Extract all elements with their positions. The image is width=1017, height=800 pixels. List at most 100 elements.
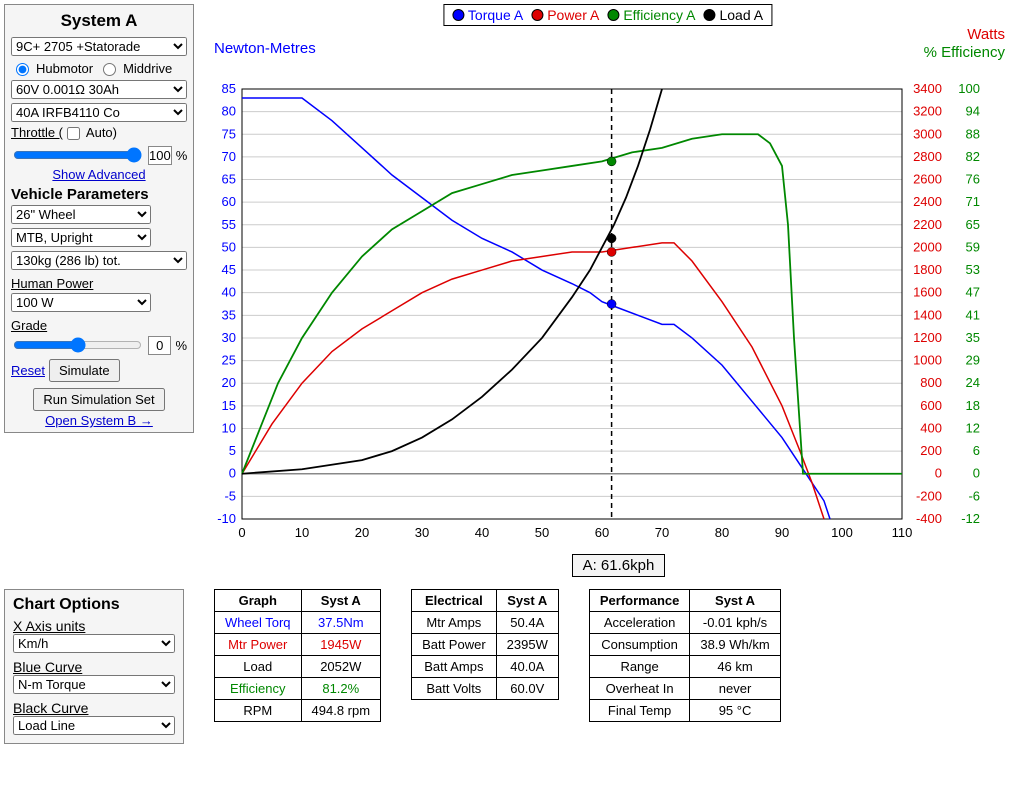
legend-eff-dot — [607, 9, 619, 21]
human-power-select[interactable]: 100 W — [11, 293, 151, 312]
grade-value: 0 — [148, 336, 171, 355]
svg-text:85: 85 — [222, 81, 236, 96]
svg-text:5: 5 — [229, 443, 236, 458]
svg-text:10: 10 — [222, 420, 236, 435]
svg-text:2000: 2000 — [913, 239, 942, 254]
throttle-slider[interactable] — [13, 147, 142, 163]
throttle-value: 100 — [148, 146, 172, 165]
legend-load-dot — [703, 9, 715, 21]
table-row: Wheel Torq37.5Nm — [215, 612, 381, 634]
svg-text:3000: 3000 — [913, 126, 942, 141]
table-header: Syst A — [301, 590, 381, 612]
svg-text:60: 60 — [222, 194, 236, 209]
svg-text:0: 0 — [973, 466, 980, 481]
show-advanced-link[interactable]: Show Advanced — [52, 167, 145, 182]
wheel-select[interactable]: 26" Wheel — [11, 205, 151, 224]
human-power-label: Human Power — [11, 276, 187, 291]
system-title: System A — [11, 11, 187, 31]
svg-text:60: 60 — [595, 525, 609, 540]
simulate-button[interactable]: Simulate — [49, 359, 120, 382]
svg-text:15: 15 — [222, 398, 236, 413]
x-units-select[interactable]: Km/h — [13, 634, 175, 653]
cursor-readout: A: 61.6kph — [572, 554, 666, 577]
vehicle-params-title: Vehicle Parameters — [11, 186, 187, 203]
reset-link[interactable]: Reset — [11, 363, 45, 378]
svg-text:2400: 2400 — [913, 194, 942, 209]
svg-text:50: 50 — [535, 525, 549, 540]
black-curve-label: Black Curve — [13, 700, 175, 716]
system-panel: System A 9C+ 2705 +Statorade Hubmotor Mi… — [4, 4, 194, 433]
svg-text:100: 100 — [831, 525, 853, 540]
run-set-button[interactable]: Run Simulation Set — [33, 388, 164, 411]
chart-options-panel: Chart Options X Axis units Km/h Blue Cur… — [4, 589, 184, 744]
table-header: Electrical — [412, 590, 497, 612]
svg-text:20: 20 — [222, 375, 236, 390]
svg-text:53: 53 — [966, 262, 980, 277]
svg-text:30: 30 — [415, 525, 429, 540]
controller-select[interactable]: 40A IRFB4110 Co — [11, 103, 187, 122]
table-header: Syst A — [496, 590, 558, 612]
svg-text:-200: -200 — [916, 488, 942, 503]
blue-curve-select[interactable]: N-m Torque — [13, 675, 175, 694]
middrive-radio[interactable] — [103, 63, 116, 76]
svg-text:47: 47 — [966, 285, 980, 300]
table-header: Graph — [215, 590, 302, 612]
svg-text:-12: -12 — [961, 511, 980, 526]
y-right-watts-label: Watts — [967, 26, 1005, 43]
throttle-auto-checkbox[interactable] — [67, 127, 80, 140]
svg-text:76: 76 — [966, 172, 980, 187]
table-row: Overheat Innever — [589, 678, 780, 700]
legend-power-dot — [531, 9, 543, 21]
performance-table: PerformanceSyst AAcceleration-0.01 kph/s… — [589, 589, 781, 722]
svg-text:2600: 2600 — [913, 172, 942, 187]
table-row: Load2052W — [215, 656, 381, 678]
black-curve-select[interactable]: Load Line — [13, 716, 175, 735]
svg-text:1800: 1800 — [913, 262, 942, 277]
svg-text:10: 10 — [295, 525, 309, 540]
table-row: Final Temp95 °C — [589, 700, 780, 722]
svg-text:75: 75 — [222, 126, 236, 141]
grade-slider[interactable] — [13, 337, 142, 353]
table-row: Mtr Power1945W — [215, 634, 381, 656]
svg-text:80: 80 — [222, 104, 236, 119]
svg-text:2800: 2800 — [913, 149, 942, 164]
legend-power-label: Power A — [547, 7, 599, 23]
svg-text:35: 35 — [966, 330, 980, 345]
table-row: Batt Amps40.0A — [412, 656, 559, 678]
svg-text:40: 40 — [475, 525, 489, 540]
chart-legend: Torque A Power A Efficiency A Load A — [443, 4, 772, 26]
chart-svg[interactable]: -10-505101520253035404550556065707580850… — [202, 4, 1012, 549]
bike-select[interactable]: MTB, Upright — [11, 228, 151, 247]
graph-table: GraphSyst AWheel Torq37.5NmMtr Power1945… — [214, 589, 381, 722]
svg-text:600: 600 — [920, 398, 942, 413]
svg-text:-5: -5 — [224, 488, 236, 503]
svg-text:29: 29 — [966, 353, 980, 368]
open-system-b-link[interactable]: Open System B → — [45, 413, 153, 428]
table-row: Consumption38.9 Wh/km — [589, 634, 780, 656]
svg-text:0: 0 — [238, 525, 245, 540]
svg-text:-400: -400 — [916, 511, 942, 526]
table-row: Acceleration-0.01 kph/s — [589, 612, 780, 634]
svg-text:6: 6 — [973, 443, 980, 458]
table-row: Range46 km — [589, 656, 780, 678]
drive-type-row: Hubmotor Middrive — [11, 60, 187, 76]
svg-text:1400: 1400 — [913, 307, 942, 322]
motor-select[interactable]: 9C+ 2705 +Statorade — [11, 37, 187, 56]
svg-text:70: 70 — [222, 149, 236, 164]
table-header: Performance — [589, 590, 689, 612]
table-row: RPM494.8 rpm — [215, 700, 381, 722]
svg-text:-6: -6 — [968, 488, 980, 503]
table-row: Mtr Amps50.4A — [412, 612, 559, 634]
x-units-label: X Axis units — [13, 618, 175, 634]
y-left-axis-label: Newton-Metres — [214, 40, 316, 57]
svg-text:0: 0 — [229, 466, 236, 481]
battery-select[interactable]: 60V 0.001Ω 30Ah — [11, 80, 187, 99]
chart-options-title: Chart Options — [13, 596, 175, 614]
weight-select[interactable]: 130kg (286 lb) tot. — [11, 251, 187, 270]
svg-text:71: 71 — [966, 194, 980, 209]
hubmotor-radio[interactable] — [16, 63, 29, 76]
table-row: Efficiency81.2% — [215, 678, 381, 700]
svg-text:25: 25 — [222, 353, 236, 368]
grade-label: Grade — [11, 318, 187, 333]
svg-text:100: 100 — [958, 81, 980, 96]
